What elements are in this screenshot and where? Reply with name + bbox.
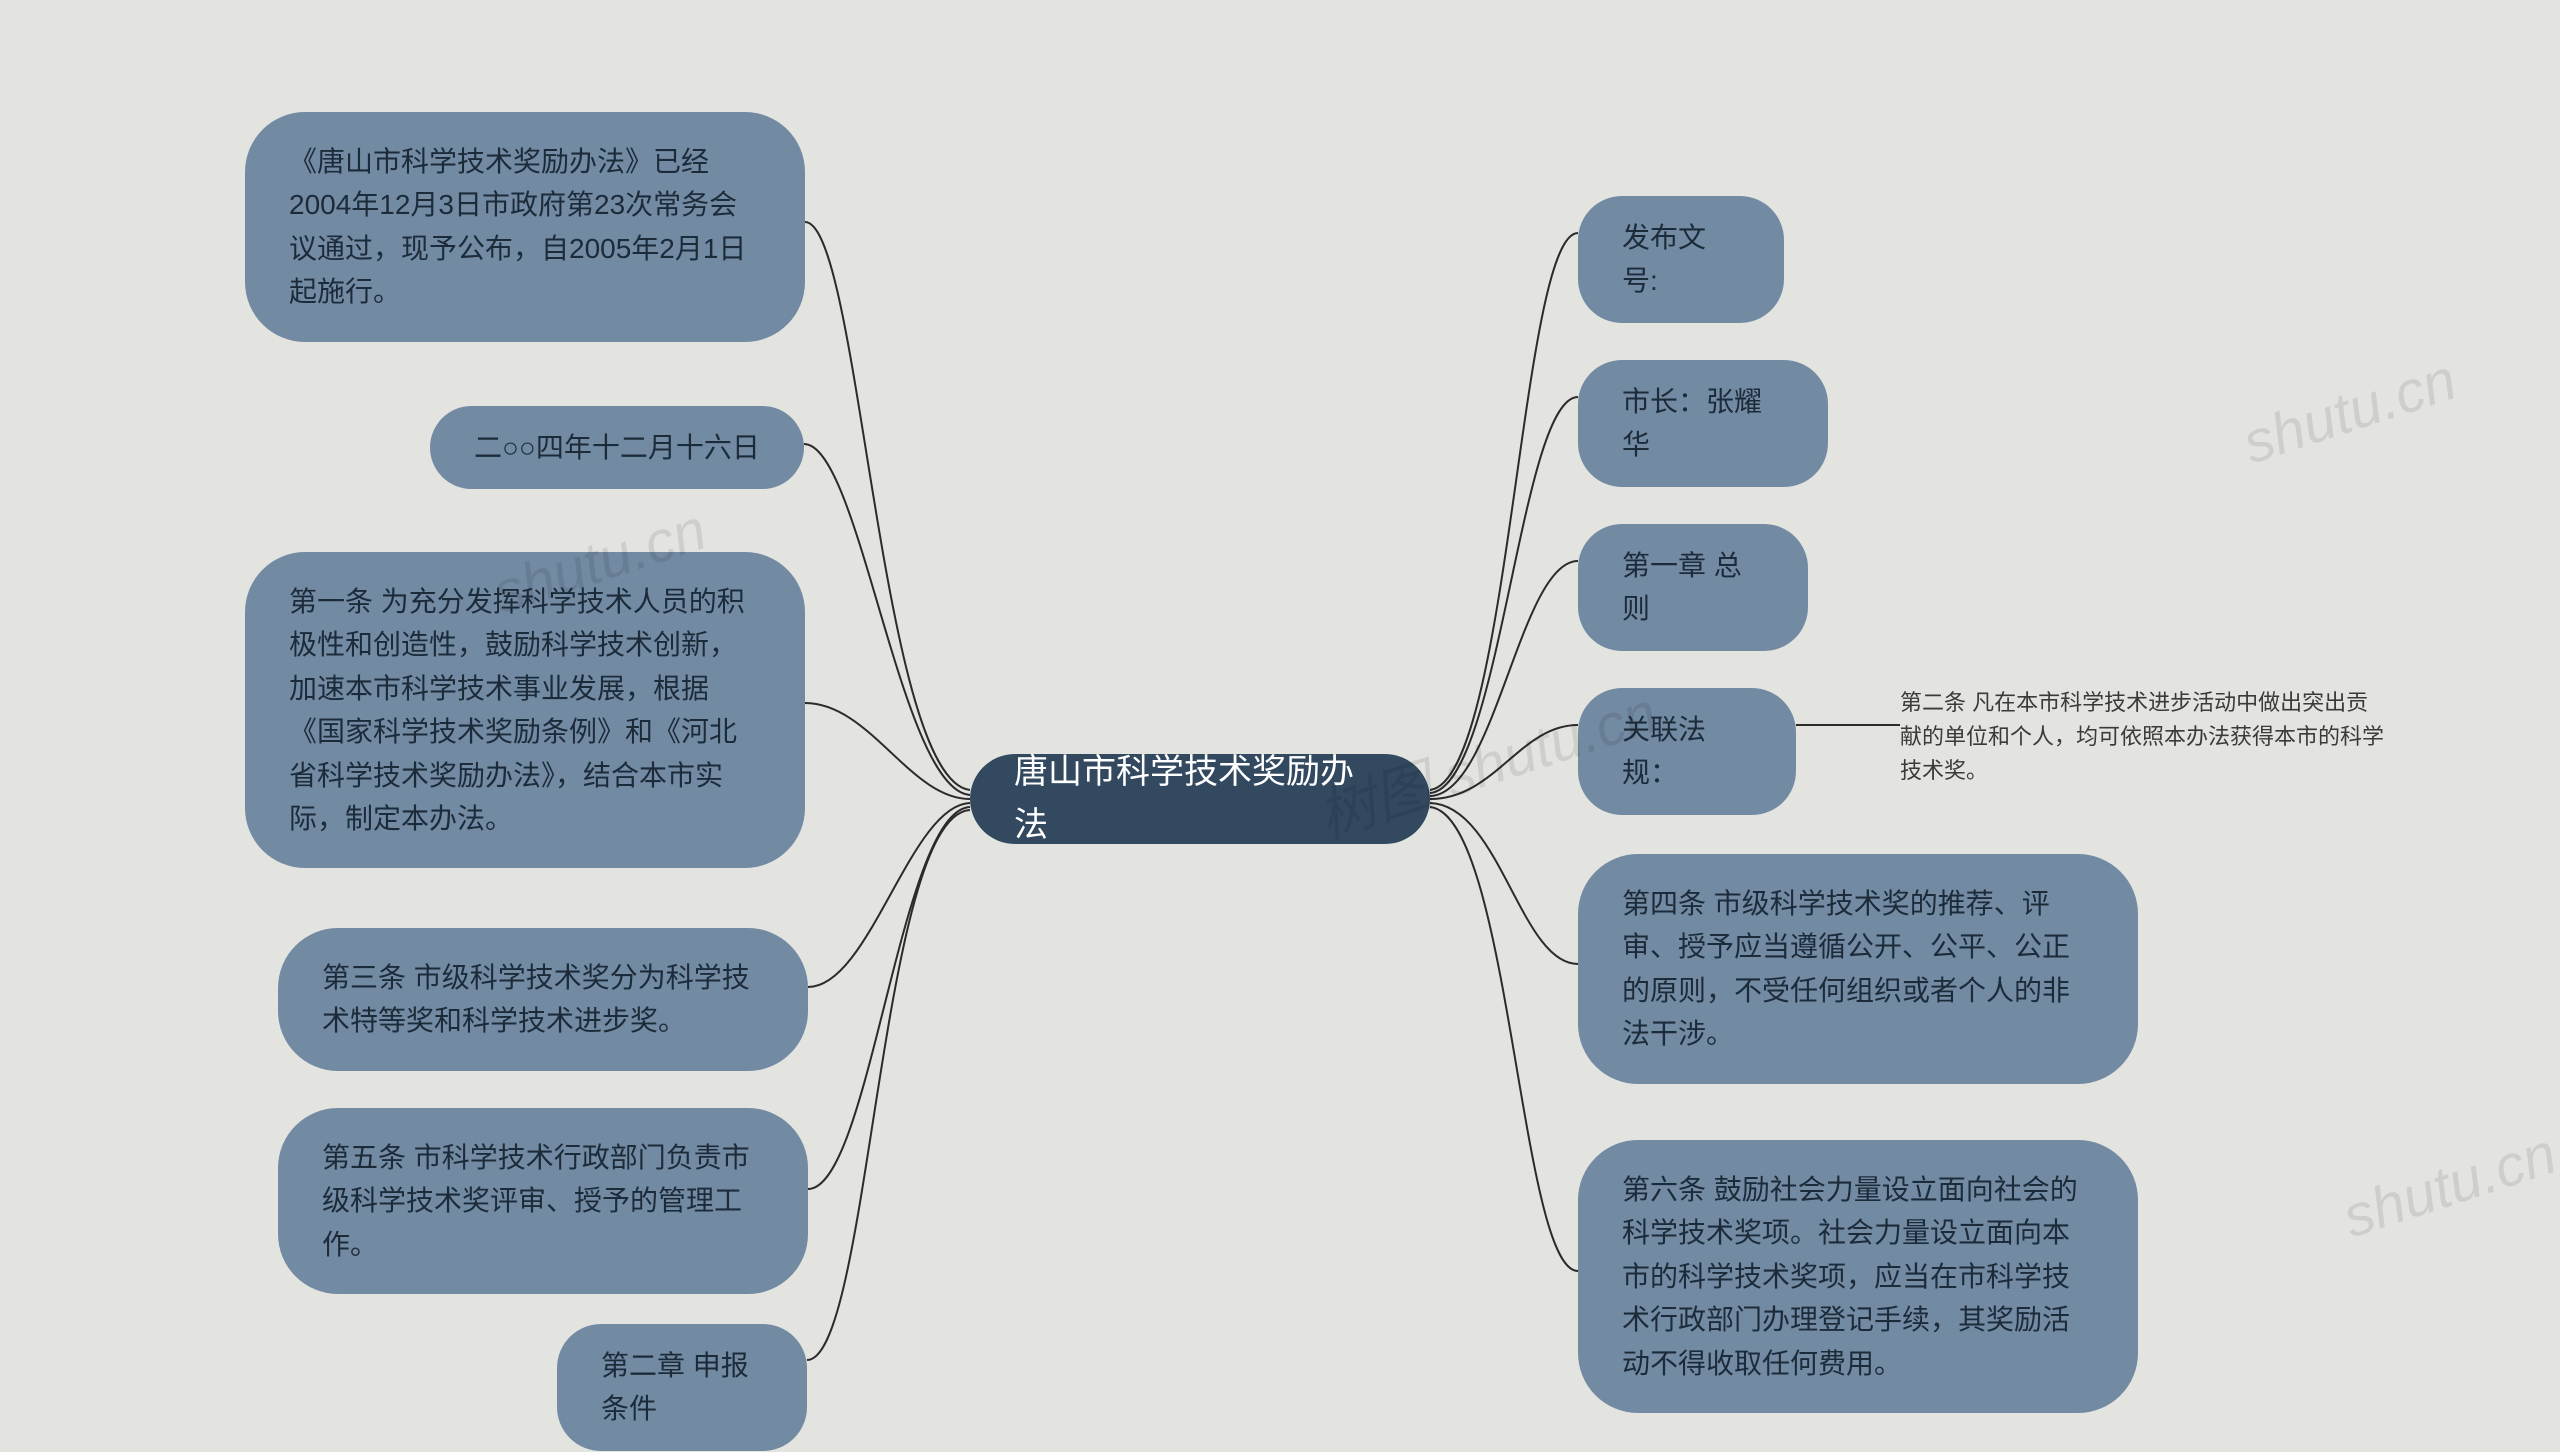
node-text: 第六条 鼓励社会力量设立面向社会的科学技术奖项。社会力量设立面向本市的科学技术奖… — [1622, 1168, 2094, 1385]
mindmap-node-right-3[interactable]: 关联法规： — [1578, 688, 1796, 815]
connector — [808, 803, 970, 987]
node-text: 《唐山市科学技术奖励办法》已经2004年12月3日市政府第23次常务会议通过，现… — [289, 140, 761, 314]
node-text: 市长：张耀华 — [1622, 380, 1784, 467]
connector — [808, 807, 970, 1189]
mindmap-node-right-5[interactable]: 第六条 鼓励社会力量设立面向社会的科学技术奖项。社会力量设立面向本市的科学技术奖… — [1578, 1140, 2138, 1413]
node-text: 关联法规： — [1622, 708, 1752, 795]
mindmap-node-left-2[interactable]: 第一条 为充分发挥科学技术人员的积极性和创造性，鼓励科学技术创新，加速本市科学技… — [245, 552, 805, 868]
center-text: 唐山市科学技术奖励办法 — [1014, 746, 1386, 851]
connector — [804, 444, 970, 795]
mindmap-node-left-5[interactable]: 第二章 申报条件 — [557, 1324, 807, 1451]
node-text: 第一条 为充分发挥科学技术人员的积极性和创造性，鼓励科学技术创新，加速本市科学技… — [289, 580, 761, 840]
connector — [1430, 561, 1578, 796]
connector — [1430, 803, 1578, 964]
node-text: 发布文号: — [1622, 216, 1740, 303]
node-text: 第三条 市级科学技术奖分为科学技术特等奖和科学技术进步奖。 — [322, 956, 764, 1043]
mindmap-node-right-2[interactable]: 第一章 总则 — [1578, 524, 1808, 651]
mindmap-node-left-1[interactable]: 二○○四年十二月十六日 — [430, 406, 804, 489]
node-text: 第五条 市科学技术行政部门负责市级科学技术奖评审、授予的管理工作。 — [322, 1136, 764, 1266]
mindmap-node-right-4[interactable]: 第四条 市级科学技术奖的推荐、评审、授予应当遵循公开、公平、公正的原则，不受任何… — [1578, 854, 2138, 1084]
connector — [1430, 807, 1578, 1271]
watermark: shutu.cn — [2335, 1120, 2560, 1251]
mindmap-node-right-1[interactable]: 市长：张耀华 — [1578, 360, 1828, 487]
connector — [1430, 725, 1578, 799]
connector — [805, 703, 970, 799]
node-text: 二○○四年十二月十六日 — [474, 426, 760, 469]
mindmap-node-right-0[interactable]: 发布文号: — [1578, 196, 1784, 323]
connector — [1430, 233, 1578, 790]
watermark: shutu.cn — [2235, 346, 2464, 477]
connector — [805, 222, 970, 790]
connector — [1430, 397, 1578, 793]
node-text: 第四条 市级科学技术奖的推荐、评审、授予应当遵循公开、公平、公正的原则，不受任何… — [1622, 882, 2094, 1056]
connector — [807, 810, 970, 1360]
mindmap-leaf-text: 第二条 凡在本市科学技术进步活动中做出突出贡献的单位和个人，均可依照本办法获得本… — [1900, 686, 2390, 788]
node-text: 第一章 总则 — [1622, 544, 1764, 631]
mindmap-node-left-0[interactable]: 《唐山市科学技术奖励办法》已经2004年12月3日市政府第23次常务会议通过，现… — [245, 112, 805, 342]
mindmap-node-left-4[interactable]: 第五条 市科学技术行政部门负责市级科学技术奖评审、授予的管理工作。 — [278, 1108, 808, 1294]
mindmap-center[interactable]: 唐山市科学技术奖励办法 — [970, 754, 1430, 844]
mindmap-node-left-3[interactable]: 第三条 市级科学技术奖分为科学技术特等奖和科学技术进步奖。 — [278, 928, 808, 1071]
node-text: 第二章 申报条件 — [601, 1344, 763, 1431]
